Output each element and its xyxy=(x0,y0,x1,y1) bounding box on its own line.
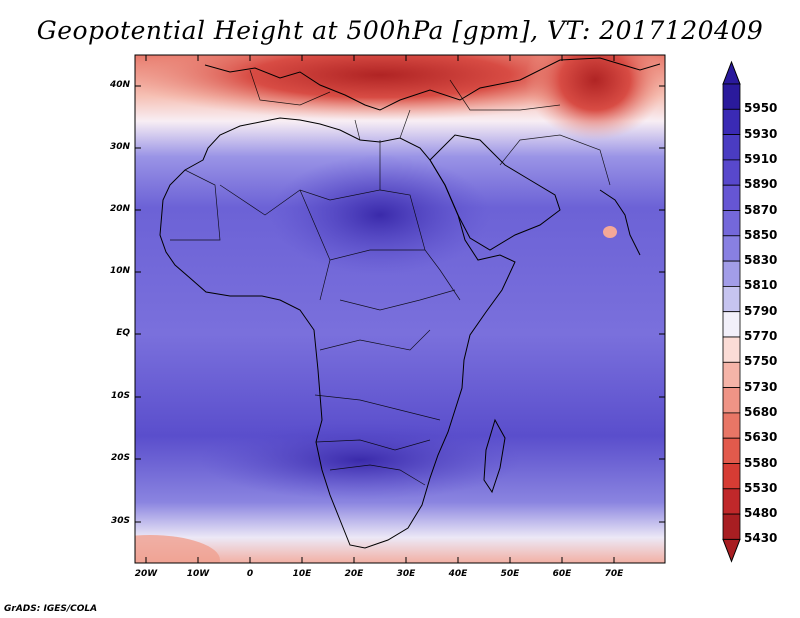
y-tick-label: 30N xyxy=(109,142,130,152)
sahara-high xyxy=(270,155,490,275)
colorbar-label: 5810 xyxy=(744,278,778,293)
colorbar-label: 5870 xyxy=(744,202,778,217)
colorbar-label: 5480 xyxy=(744,506,778,521)
colorbar-label: 5430 xyxy=(744,531,778,546)
india-coast xyxy=(599,189,641,256)
colorbar-swatch xyxy=(722,285,741,313)
colorbar-label: 5790 xyxy=(744,303,778,318)
arabian-sea-spot xyxy=(603,226,617,238)
colorbar-swatch xyxy=(722,387,741,414)
colorbar-max-arrow xyxy=(722,60,741,85)
colorbar-swatch xyxy=(722,210,741,237)
high-north-ridge xyxy=(135,55,640,120)
colorbar-label: 5750 xyxy=(744,354,778,369)
x-tick-label: 10E xyxy=(292,569,312,579)
x-tick-label: 60E xyxy=(552,569,572,579)
europe-coast xyxy=(204,57,661,111)
low-center-iran xyxy=(525,55,665,140)
colorbar-swatch xyxy=(722,184,741,211)
x-tick-label: 10W xyxy=(186,569,210,579)
colorbar-swatch xyxy=(722,437,741,464)
colorbar-swatch xyxy=(722,361,741,388)
colorbar-swatch xyxy=(722,260,741,287)
colorbar-swatch xyxy=(722,336,741,363)
colorbar-swatch xyxy=(722,488,741,515)
colorbar-swatch xyxy=(722,463,741,490)
colorbar-label: 5730 xyxy=(744,379,778,394)
y-tick-label: 20S xyxy=(110,453,130,463)
x-tick-label: 70E xyxy=(604,569,624,579)
colorbar-label: 5830 xyxy=(744,253,778,268)
southern-high xyxy=(200,420,520,500)
y-tick-label: 20N xyxy=(109,204,130,214)
colorbar-swatch xyxy=(722,108,741,136)
colorbar-label: 5680 xyxy=(744,404,778,419)
colorbar-label: 5950 xyxy=(744,101,778,116)
x-tick-label: 0 xyxy=(246,569,254,579)
x-tick-label: 50E xyxy=(500,569,520,579)
colorbar xyxy=(722,60,741,563)
colorbar-swatch xyxy=(722,513,741,540)
colorbar-swatch xyxy=(722,134,741,161)
colorbar-label: 5630 xyxy=(744,430,778,445)
borders xyxy=(170,69,611,486)
colorbar-min-arrow xyxy=(722,538,741,563)
colorbar-label: 5890 xyxy=(744,177,778,192)
colorbar-label: 5530 xyxy=(744,480,778,495)
southwest-warm xyxy=(135,535,220,563)
y-tick-label: 40N xyxy=(109,80,130,90)
map-frame xyxy=(134,54,666,564)
colorbar-label: 5580 xyxy=(744,455,778,470)
y-tick-label: EQ xyxy=(116,328,130,338)
y-tick-label: 10S xyxy=(110,391,130,401)
x-tick-label: 20W xyxy=(134,569,158,579)
colorbar-label: 5910 xyxy=(744,151,778,166)
madagascar xyxy=(483,418,506,494)
colorbar-swatch xyxy=(722,159,741,186)
colorbar-label: 5930 xyxy=(744,126,778,141)
x-tick-label: 30E xyxy=(396,569,416,579)
colorbar-label: 5770 xyxy=(744,329,778,343)
y-tick-label: 30S xyxy=(110,516,130,526)
colorbar-swatch xyxy=(722,235,741,262)
axis-ticks xyxy=(135,55,665,563)
colorbar-swatch xyxy=(722,83,741,110)
x-tick-label: 40E xyxy=(448,569,468,579)
map-title: Geopotential Height at 500hPa [gpm], VT:… xyxy=(36,16,764,45)
x-tick-label: 20E xyxy=(344,569,364,579)
y-tick-label: 10N xyxy=(109,266,130,276)
arabian-peninsula xyxy=(429,134,561,251)
colorbar-swatch xyxy=(722,412,741,439)
colorbar-label: 5850 xyxy=(744,227,778,242)
colorbar-swatch xyxy=(722,311,741,338)
credit-text: GrADS: IGES/COLA xyxy=(4,604,98,614)
